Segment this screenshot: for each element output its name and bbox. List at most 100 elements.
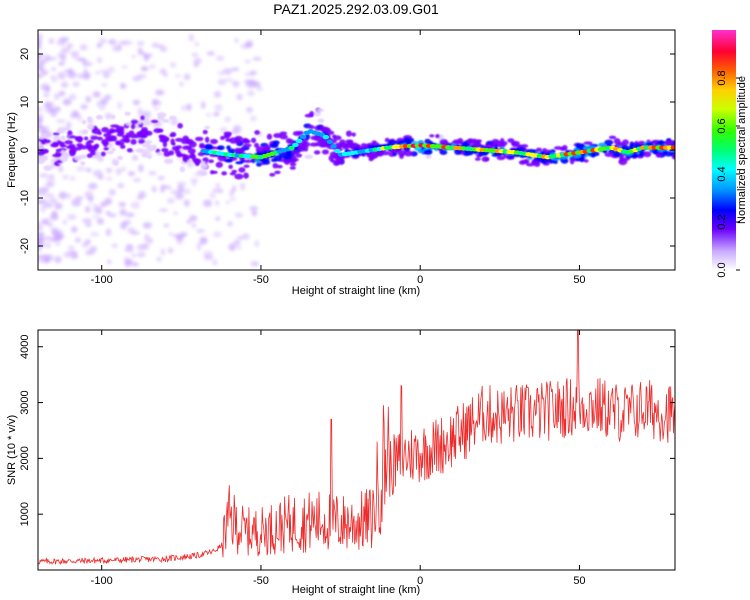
spectrogram-blob — [295, 153, 303, 158]
spectrogram-blob — [88, 197, 93, 204]
spectrogram-blob — [559, 146, 566, 152]
spectrogram-blob — [189, 178, 199, 182]
spectrogram-y-tick-label: -20 — [19, 238, 31, 254]
spectrogram-blob — [38, 141, 42, 147]
spectrogram-blob — [181, 105, 186, 111]
spectrogram-blob — [51, 228, 58, 236]
spectrogram-blob — [132, 155, 138, 161]
spectrogram-blob — [285, 150, 292, 157]
spectrogram-blob — [368, 156, 374, 162]
spectrogram-blob — [50, 110, 58, 118]
spectrogram-blob — [213, 90, 222, 98]
spectrogram-blob — [221, 171, 227, 176]
spectrogram-blob — [62, 174, 69, 180]
spectrogram-blob — [87, 139, 94, 144]
spectrogram-blob — [159, 45, 168, 53]
spectrogram-blob — [237, 235, 245, 240]
spectrogram-blob — [157, 128, 164, 133]
spectrogram-x-axis-label: Height of straight line (km) — [292, 285, 420, 297]
spectrogram-blob — [272, 162, 279, 169]
spectrogram-blob — [317, 118, 325, 124]
spectrogram-blob — [162, 119, 170, 123]
spectrogram-blob — [302, 141, 307, 147]
spectrogram-blob — [133, 178, 141, 182]
spectrogram-blob — [189, 215, 198, 222]
spectrogram-blob — [304, 113, 314, 118]
snr-y-tick-label: 3000 — [19, 390, 31, 414]
spectrogram-blob — [175, 137, 184, 142]
spectrogram-blob — [57, 127, 62, 134]
spectrogram-blob — [169, 61, 177, 68]
colorbar-tick-label: 0.2 — [716, 214, 728, 229]
spectrogram-blob — [308, 124, 315, 130]
spectrogram-blob — [235, 212, 243, 218]
spectrogram-blob — [115, 140, 122, 145]
spectrogram-blob — [75, 57, 85, 62]
spectrogram-blob — [81, 119, 87, 125]
spectrogram-blob — [512, 143, 521, 148]
spectrogram-blob — [499, 138, 505, 145]
spectrogram-blob — [142, 222, 152, 229]
spectrogram-blob — [113, 160, 119, 166]
spectrogram-blob — [289, 166, 296, 170]
spectrogram-blob — [250, 70, 257, 76]
spectrogram-blob — [71, 252, 79, 260]
spectrogram-blob — [239, 182, 246, 188]
spectrogram-blob — [57, 52, 67, 59]
spectrogram-blob — [269, 172, 276, 177]
spectrogram-blob — [212, 189, 217, 193]
spectrogram-blob — [230, 67, 240, 71]
spectrogram-blob — [60, 81, 69, 88]
spectrogram-blob — [179, 81, 184, 87]
spectrogram-blob — [176, 156, 185, 160]
spectrogram-blob — [191, 180, 197, 187]
spectrogram-blob — [53, 132, 60, 136]
spectrogram-blob — [142, 143, 152, 148]
spectrogram-blob — [53, 236, 62, 242]
spectrogram-blob — [403, 137, 411, 144]
spectrogram-blob — [384, 137, 390, 143]
spectrogram-blob — [90, 135, 99, 140]
spectrogram-blob — [108, 39, 117, 45]
spectrogram-blob — [243, 143, 252, 148]
spectrogram-blob — [474, 157, 481, 161]
spectrogram-blob — [60, 37, 70, 42]
spectrogram-blob — [575, 142, 581, 149]
spectrogram-blob — [141, 152, 148, 158]
spectrogram-blob — [151, 98, 160, 105]
spectrogram-blob — [125, 212, 135, 218]
spectrogram-blob — [117, 44, 122, 52]
spectrogram-blob — [38, 127, 43, 132]
colorbar-tick-label: 0.4 — [716, 166, 728, 181]
spectrogram-blob — [103, 147, 109, 151]
spectrogram-blob — [225, 78, 233, 82]
colorbar-tick-label: 0.8 — [716, 70, 728, 85]
spectrogram-blob — [116, 155, 124, 161]
colorbar-tick-label: 0.6 — [716, 118, 728, 133]
spectrogram-blob — [90, 232, 100, 237]
spectrogram-blob — [140, 65, 148, 72]
spectrogram-blob — [119, 144, 126, 149]
spectrogram-x-tick-label: 50 — [573, 274, 585, 286]
spectrogram-blob — [130, 138, 137, 145]
spectrogram-blob — [105, 211, 111, 215]
snr-x-tick-label: -50 — [253, 575, 269, 587]
spectrogram-blob — [136, 252, 146, 258]
snr-panel: -100 -50 0 50 1000 2000 3000 4000 Height of str… — [6, 329, 676, 596]
spectrogram-blob — [289, 162, 297, 167]
spectrogram-blob — [335, 158, 342, 164]
spectrogram-blob — [102, 141, 108, 148]
spectrogram-blob — [90, 150, 96, 156]
spectrogram-blob — [42, 132, 49, 139]
spectrogram-blob — [40, 140, 46, 145]
spectrogram-blob — [97, 155, 104, 162]
spectrogram-blob — [107, 66, 115, 74]
spectrogram-blob — [135, 148, 145, 153]
spectrogram-blob — [241, 137, 249, 144]
spectrogram-blob — [186, 219, 192, 224]
spectrogram-blob — [105, 228, 112, 237]
spectrogram-blob — [183, 188, 191, 195]
spectrogram-blob — [108, 188, 116, 196]
spectrogram-blob — [332, 154, 339, 159]
